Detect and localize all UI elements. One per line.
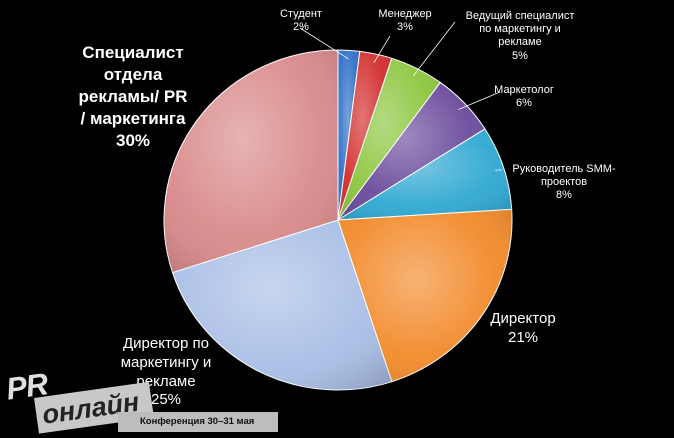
label-manager-pct: 3% (397, 21, 413, 34)
label-smm-line1: Руководитель SMM- (512, 163, 616, 175)
label-student-name: Студент (280, 8, 322, 20)
label-director-name: Директор (490, 310, 556, 327)
label-smm: Руководитель SMM- проектов 8% (500, 163, 628, 203)
label-marketer-name: Маркетолог (494, 84, 554, 96)
pie-slice-shading-director (338, 209, 512, 382)
pie-slice-shading-lead-specialist (338, 58, 441, 221)
label-cmo-line2: маркетингу и (120, 353, 212, 371)
pie-slice-shading-specialist (163, 50, 338, 273)
label-specialist-line2: отдела (103, 65, 163, 85)
label-lead-pct: 5% (512, 49, 528, 62)
leader-lines (299, 21, 503, 171)
logo-conference-text: Конференция 30–31 мая (118, 412, 278, 432)
label-lead-line1: Ведущий специалист (465, 10, 575, 22)
pie-slice-shading-marketer (338, 82, 485, 221)
label-smm-line2: проектов (540, 176, 588, 189)
label-cmo: Директор по маркетингу и рекламе 25% (106, 335, 226, 410)
leader-line-lead-specialist (412, 21, 456, 77)
label-manager-name: Менеджер (378, 8, 432, 20)
pie-slice-shading-manager (338, 51, 392, 220)
label-marketer: Маркетолог 6% (484, 84, 564, 110)
label-student-pct: 2% (293, 21, 309, 34)
label-cmo-line1: Директор по (123, 335, 209, 352)
leader-line-manager (373, 35, 391, 63)
leader-line-marketer (458, 91, 501, 110)
pie-slice-shading-smm (338, 128, 512, 220)
label-lead-specialist: Ведущий специалист по маркетингу и рекла… (450, 10, 590, 63)
pie-slices (163, 49, 513, 391)
label-lead-line2: по маркетингу и (479, 23, 561, 36)
label-specialist: Специалист отдела рекламы/ PR / маркетин… (58, 42, 208, 152)
label-cmo-line3: рекламе (136, 372, 196, 390)
label-smm-pct: 8% (556, 189, 572, 202)
label-specialist-line3: рекламы/ PR (78, 87, 188, 107)
label-manager: Менеджер 3% (370, 8, 440, 34)
label-director-pct: 21% (507, 328, 539, 346)
leader-line-student (299, 27, 349, 60)
label-student: Студент 2% (268, 8, 334, 34)
label-specialist-line1: Специалист (82, 43, 184, 62)
label-specialist-line4: / маркетинга (80, 109, 186, 129)
label-director: Директор 21% (478, 310, 568, 348)
label-cmo-pct: 25% (150, 391, 182, 409)
pie-slice-shading-cmo (172, 220, 392, 390)
label-lead-line3: рекламе (498, 36, 542, 49)
label-marketer-pct: 6% (516, 97, 532, 110)
label-specialist-pct: 30% (115, 131, 151, 151)
